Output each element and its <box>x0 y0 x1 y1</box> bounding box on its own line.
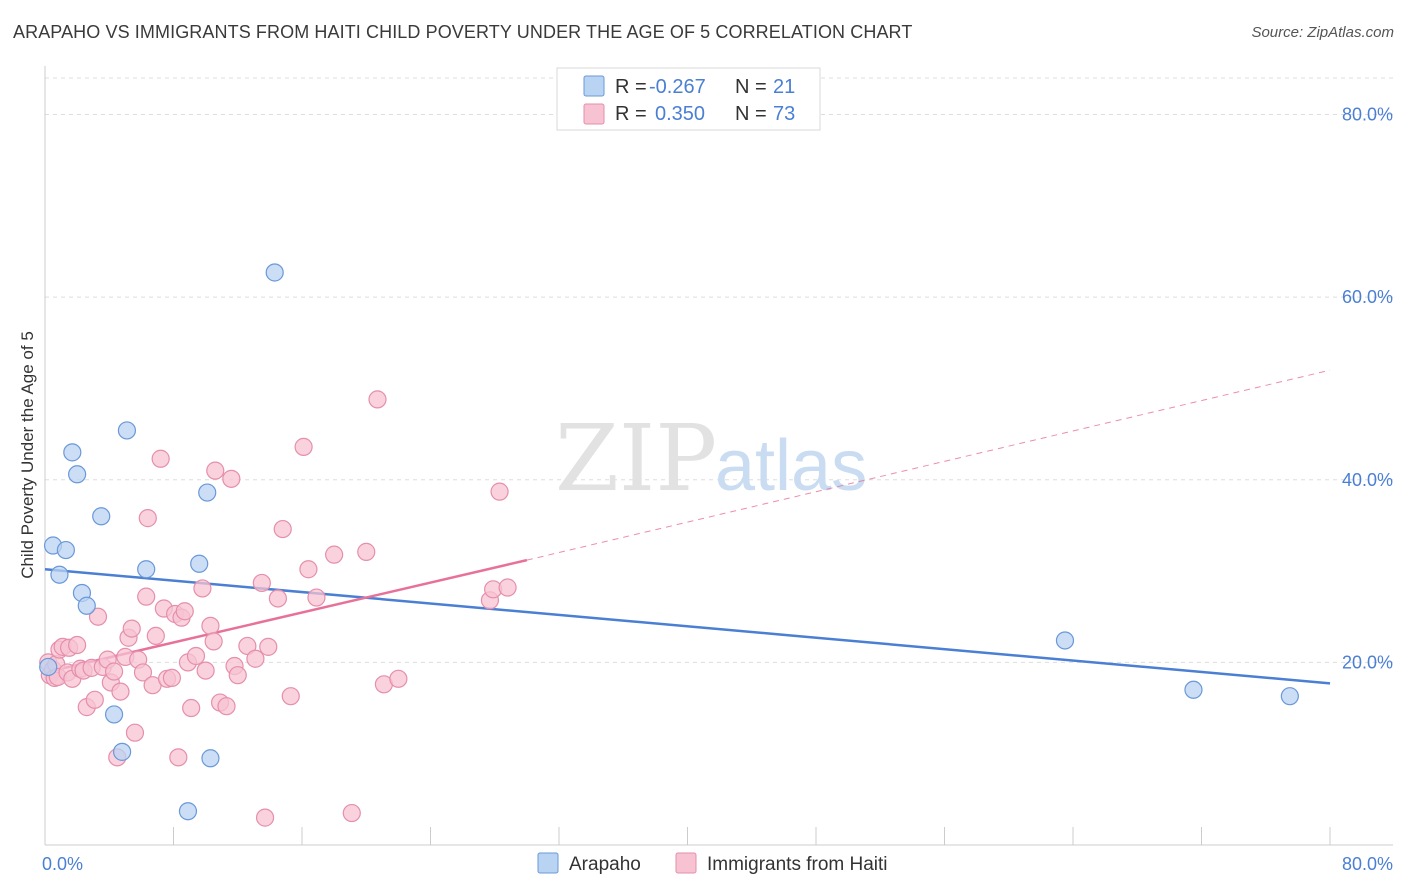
haiti-point <box>498 578 517 597</box>
axes <box>44 66 1393 846</box>
arapaho-point <box>190 554 209 573</box>
haiti-point <box>122 619 141 638</box>
haiti-point <box>294 437 313 456</box>
y-tick-label: 60.0% <box>1342 287 1393 307</box>
gridlines <box>45 77 1393 663</box>
haiti-point <box>169 748 188 767</box>
haiti-point <box>222 469 241 488</box>
haiti-point <box>255 808 275 827</box>
haiti-point <box>104 662 124 681</box>
watermark-zip: ZIP <box>555 405 717 512</box>
watermark: ZIP atlas <box>555 405 867 512</box>
haiti-point <box>389 669 408 688</box>
haiti-point <box>88 607 108 626</box>
haiti-point <box>193 579 212 598</box>
haiti-point <box>151 449 170 468</box>
legend-r-label-2: R = <box>615 103 647 125</box>
haiti-point <box>342 803 361 823</box>
legend-r-label-1: R = <box>615 76 647 98</box>
series-swatch-arapaho <box>537 852 559 874</box>
arapaho-point <box>178 802 198 821</box>
x-tick-label: 0.0% <box>42 854 83 874</box>
haiti-point <box>490 482 509 501</box>
haiti-point <box>138 509 157 528</box>
series-legend: Arapaho Immigrants from Haiti <box>537 852 888 875</box>
arapaho-point <box>112 742 132 761</box>
haiti-point <box>175 602 194 621</box>
arapaho-point <box>1184 680 1203 699</box>
haiti-point <box>146 626 165 646</box>
legend-n-value-1: 21 <box>773 76 795 98</box>
haiti-point <box>206 461 225 480</box>
arapaho-point <box>56 540 75 560</box>
haiti-point <box>111 682 130 701</box>
haiti-point <box>273 519 292 539</box>
haiti-point <box>196 661 215 680</box>
legend-n-value-2: 73 <box>773 103 795 125</box>
data-points <box>39 263 1299 827</box>
haiti-point <box>299 560 318 579</box>
x-tick-label: 80.0% <box>1342 854 1393 874</box>
legend-r-value-2: 0.350 <box>655 103 705 125</box>
haiti-point <box>246 649 265 668</box>
haiti-point <box>281 687 300 706</box>
arapaho-point <box>201 749 220 768</box>
arapaho-point <box>1280 687 1299 706</box>
arapaho-point <box>68 465 87 484</box>
legend-swatch-arapaho <box>583 75 605 97</box>
series-swatch-haiti <box>675 852 697 874</box>
arapaho-point <box>1055 631 1075 650</box>
haiti-point <box>201 616 220 635</box>
correlation-legend: R = -0.267 N = 21 R = 0.350 N = 73 <box>556 67 821 131</box>
arapaho-point <box>50 565 69 584</box>
haiti-point <box>217 697 236 716</box>
haiti-point <box>182 698 201 718</box>
arapaho-point <box>39 657 58 677</box>
y-tick-label: 80.0% <box>1342 105 1393 125</box>
arapaho-point <box>77 596 96 615</box>
haiti-point <box>204 632 223 651</box>
haiti-trend-extension <box>526 369 1331 561</box>
arapaho-point <box>63 443 82 462</box>
haiti-point <box>186 646 206 666</box>
series-label-arapaho: Arapaho <box>569 854 641 875</box>
source-note: Source: ZipAtlas.com <box>1251 24 1394 41</box>
arapaho-point <box>92 507 111 526</box>
haiti-point <box>228 666 247 685</box>
tick-labels: 20.0% 40.0% 60.0% 80.0% 0.0% 80.0% <box>42 105 1393 874</box>
series-label-haiti: Immigrants from Haiti <box>707 854 888 875</box>
legend-r-value-1: -0.267 <box>649 76 706 98</box>
arapaho-point <box>198 483 217 502</box>
haiti-point <box>68 635 87 655</box>
haiti-point <box>85 690 104 709</box>
arapaho-point <box>265 263 284 282</box>
chart-title: ARAPAHO VS IMMIGRANTS FROM HAITI CHILD P… <box>13 22 913 42</box>
haiti-point <box>162 668 181 688</box>
y-tick-label: 40.0% <box>1342 470 1393 490</box>
haiti-point <box>137 587 156 606</box>
haiti-point <box>238 636 257 656</box>
haiti-point <box>125 723 145 742</box>
legend-swatch-haiti <box>583 103 605 125</box>
arapaho-point <box>117 421 137 440</box>
arapaho-point <box>104 705 124 724</box>
haiti-point <box>259 637 278 656</box>
haiti-point <box>307 588 326 607</box>
haiti-point <box>325 545 344 564</box>
haiti-point <box>368 390 387 409</box>
haiti-point <box>357 542 376 561</box>
watermark-atlas: atlas <box>715 426 867 506</box>
legend-n-label-2: N = <box>735 103 767 125</box>
haiti-point <box>133 663 153 682</box>
haiti-point <box>252 573 271 593</box>
haiti-point <box>268 589 288 608</box>
arapaho-point <box>137 560 156 579</box>
y-tick-label: 20.0% <box>1342 652 1393 672</box>
legend-n-label-1: N = <box>735 76 767 98</box>
